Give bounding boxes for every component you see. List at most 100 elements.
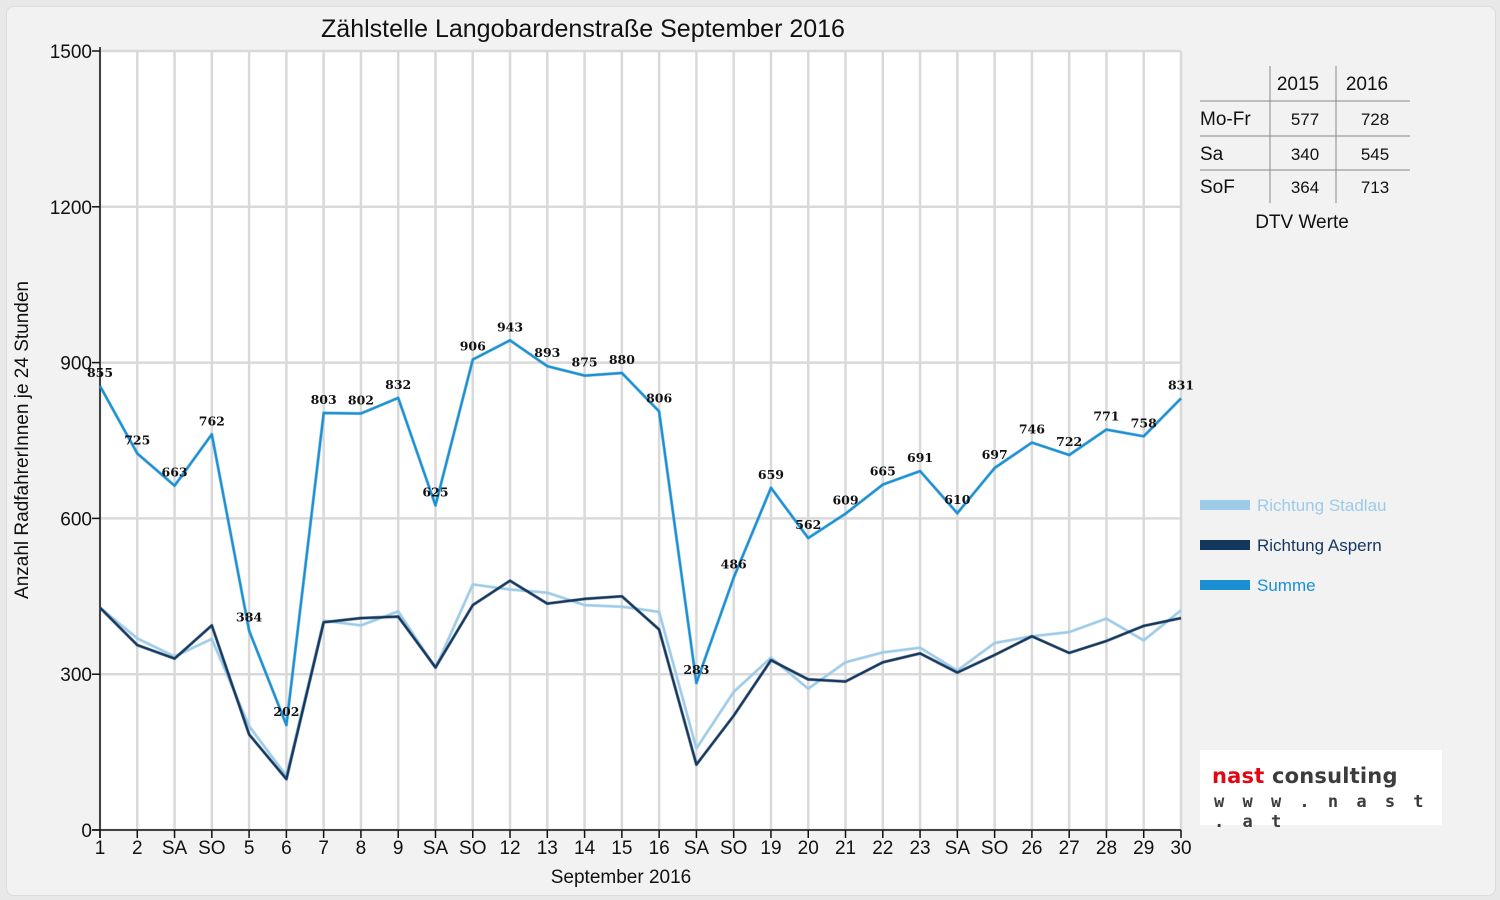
series-line-0: [99, 583, 1182, 777]
data-label: 803: [311, 392, 337, 407]
data-label: 562: [795, 517, 821, 532]
data-label: 663: [162, 465, 188, 480]
dtv-row-label: SoF: [1200, 177, 1235, 198]
data-label: 384: [236, 610, 262, 625]
x-tick-label: 19: [760, 838, 781, 859]
x-tick-label: 21: [835, 838, 856, 859]
x-axis-title: September 2016: [551, 867, 692, 888]
x-tick-label: 1: [95, 838, 106, 859]
y-tick-label: 600: [60, 509, 92, 530]
data-label: 831: [1168, 377, 1194, 392]
data-label: 802: [348, 392, 374, 407]
legend-swatch-aspern: [1200, 540, 1250, 550]
data-label: 762: [199, 413, 225, 428]
x-tick-label: SO: [459, 838, 486, 859]
legend: Richtung Stadlau Richtung Aspern Summe: [1200, 496, 1386, 595]
x-tick-label: 27: [1059, 838, 1080, 859]
data-label: 659: [758, 467, 784, 482]
dtv-cell: 577: [1291, 110, 1319, 129]
y-tick-label: 1500: [50, 42, 92, 63]
x-tick-label: SO: [720, 838, 747, 859]
data-labels: 855 725 663 762 384 202 803 802 832 625 906 943 893 8…: [87, 319, 1194, 719]
data-label: 880: [609, 352, 635, 367]
y-axis-title: Anzahl RadfahrerInnen je 24 Stunden: [12, 281, 33, 599]
x-tick-label: 16: [649, 838, 670, 859]
x-tick-label: 12: [499, 838, 520, 859]
x-tick-label: 29: [1133, 838, 1154, 859]
x-tick-label: 2: [132, 838, 143, 859]
logo-word-nast: nast: [1212, 764, 1265, 788]
chart-title: Zählstelle Langobardenstraße September 2…: [321, 15, 845, 43]
data-label: 486: [721, 557, 747, 572]
dtv-header-2016: 2016: [1346, 74, 1388, 95]
x-tick-label: 13: [537, 838, 558, 859]
dtv-cell: 713: [1361, 178, 1389, 197]
data-label: 625: [422, 484, 448, 499]
x-tick-label: SO: [981, 838, 1008, 859]
data-label: 609: [832, 493, 858, 508]
x-tick-label: 14: [574, 838, 596, 859]
x-tick-label: 20: [798, 838, 819, 859]
x-tick-label: 7: [318, 838, 329, 859]
data-label: 697: [982, 447, 1008, 462]
dtv-cell: 728: [1361, 110, 1389, 129]
data-label: 771: [1093, 409, 1119, 424]
data-label: 832: [385, 377, 411, 392]
series-line-2: [99, 339, 1182, 727]
data-label: 855: [87, 365, 113, 380]
y-tick-label: 300: [60, 665, 92, 686]
y-tick-label: 0: [81, 821, 92, 842]
data-label: 875: [572, 355, 598, 370]
legend-label-summe: Summe: [1257, 576, 1316, 595]
data-label: 202: [273, 704, 299, 719]
logo-word-consulting: consulting: [1271, 764, 1398, 788]
data-label: 943: [497, 319, 523, 334]
dtv-table: 2015 2016 Mo-Fr 577 728 Sa 340 545 SoF 3…: [1200, 66, 1410, 233]
data-label: 665: [870, 464, 896, 479]
y-tick-label: 900: [60, 354, 92, 375]
x-tick-label: 23: [909, 838, 930, 859]
data-label: 758: [1131, 415, 1157, 430]
x-tick-label: 8: [356, 838, 367, 859]
logo-wordmark: nast consulting: [1212, 764, 1398, 788]
data-label: 725: [124, 432, 150, 447]
logo-url: w w w . n a s t . a t: [1214, 792, 1428, 832]
y-tick-label: 1200: [50, 198, 92, 219]
data-label: 746: [1019, 422, 1045, 437]
dtv-header-2015: 2015: [1277, 74, 1319, 95]
legend-swatch-stadlau: [1200, 500, 1250, 510]
dtv-row-label: Sa: [1200, 144, 1224, 165]
x-tick-label: 9: [393, 838, 404, 859]
series-lines: [98, 338, 1183, 781]
legend-label-aspern: Richtung Aspern: [1257, 536, 1382, 555]
series-line-1: [99, 579, 1182, 781]
dtv-cell: 364: [1291, 178, 1319, 197]
x-tick-label: 28: [1096, 838, 1117, 859]
dtv-cell: 340: [1291, 145, 1319, 164]
x-tick-label: SA: [684, 838, 710, 859]
x-tick-label: SA: [945, 838, 971, 859]
x-tick-label: 26: [1021, 838, 1042, 859]
x-tick-label: SA: [423, 838, 449, 859]
plot-area: [100, 51, 1181, 830]
x-tick-label: 30: [1170, 838, 1191, 859]
data-label: 283: [683, 662, 709, 677]
x-tick-label: SO: [198, 838, 225, 859]
x-tick-label: SA: [162, 838, 188, 859]
legend-label-stadlau: Richtung Stadlau: [1257, 496, 1386, 515]
data-label: 806: [646, 390, 672, 405]
x-tick-label: 15: [611, 838, 632, 859]
dtv-cell: 545: [1361, 145, 1389, 164]
data-label: 906: [460, 338, 486, 353]
dtv-row-label: Mo-Fr: [1200, 109, 1251, 130]
grid: [98, 49, 1183, 832]
nast-consulting-logo: nast consulting w w w . n a s t . a t: [1200, 750, 1442, 832]
data-label: 691: [907, 450, 933, 465]
data-label: 893: [534, 345, 560, 360]
legend-swatch-summe: [1200, 580, 1250, 590]
data-label: 610: [944, 492, 970, 507]
x-tick-label: 22: [872, 838, 893, 859]
x-tick-label: 6: [281, 838, 292, 859]
